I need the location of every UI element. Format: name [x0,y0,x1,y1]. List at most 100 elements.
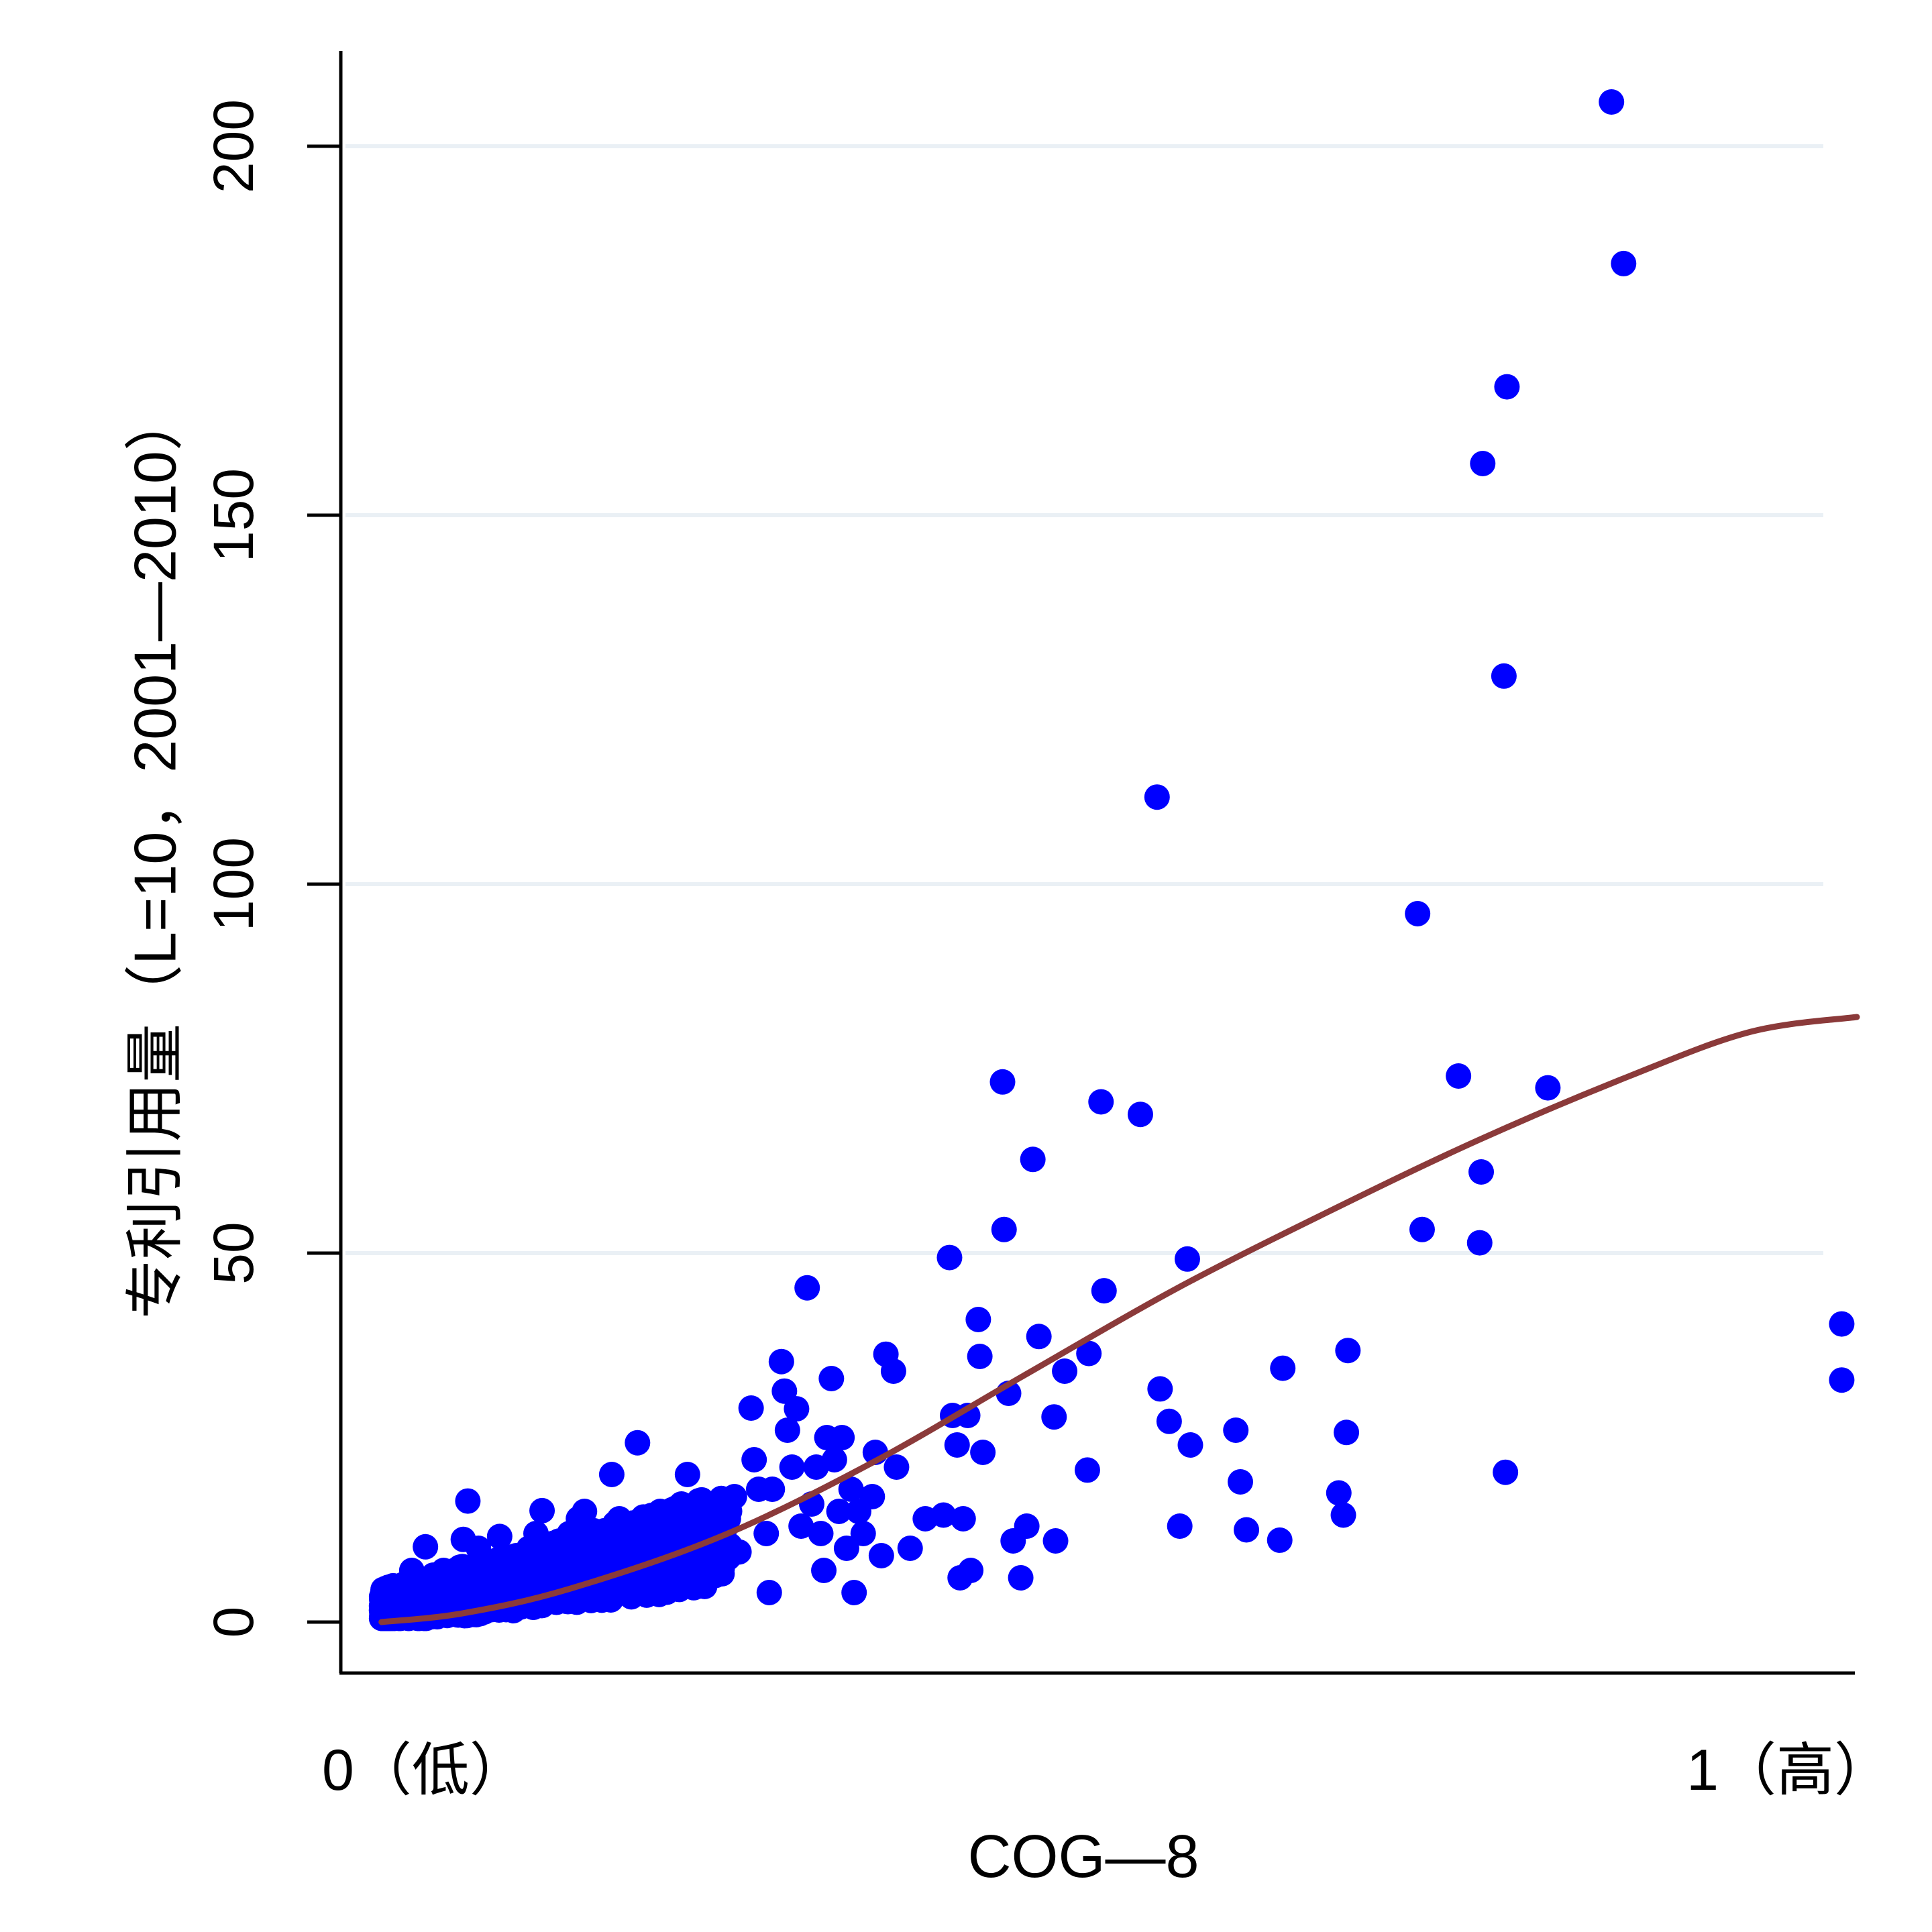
data-point [647,1499,674,1524]
data-point [1334,1419,1360,1446]
data-point [883,1454,910,1480]
data-point [833,1536,859,1561]
data-point [774,1417,800,1443]
data-point [1156,1408,1182,1434]
data-point [1494,374,1520,400]
data-point [944,1432,970,1458]
data-point [1008,1565,1034,1591]
data-point [859,1484,885,1509]
y-tick-label: 50 [202,1222,265,1284]
data-point [838,1477,864,1502]
y-tick-label: 100 [202,837,265,931]
data-point [759,1477,786,1502]
data-point [936,1244,963,1271]
y-tick-label: 150 [202,468,265,562]
data-point [1267,1527,1293,1553]
data-point [1491,663,1517,689]
data-point [950,1506,976,1532]
data-point [738,1395,764,1421]
data-point [958,1558,984,1583]
x-axis-title: COG—8 [967,1823,1199,1890]
data-point [1270,1355,1296,1381]
data-point [784,1396,810,1422]
data-point [1611,250,1637,276]
data-point [511,1572,537,1598]
data-point [598,1462,625,1487]
data-point [1535,1075,1561,1101]
data-point [756,1580,782,1605]
data-point [486,1523,513,1550]
data-point [398,1558,425,1583]
data-point [821,1447,847,1472]
data-point [572,1499,598,1524]
data-point [741,1447,767,1472]
data-point [753,1521,780,1546]
data-point [1829,1311,1855,1337]
data-point [808,1521,834,1546]
y-axis-title: 专利引用量（L=10，2001—2010） [121,392,188,1319]
data-point [529,1497,555,1523]
data-point [455,1488,481,1514]
data-point [1177,1432,1203,1458]
scatter-points [368,89,1855,1631]
data-point [811,1558,837,1583]
data-point [674,1462,700,1487]
data-point [1335,1338,1361,1364]
data-point [1144,784,1170,810]
data-point [1088,1089,1114,1115]
data-point [826,1499,852,1524]
data-point [850,1521,876,1546]
axes [339,51,1855,1675]
data-point [1330,1502,1356,1528]
data-point [1091,1278,1117,1304]
data-point [431,1558,457,1583]
data-point [1076,1340,1102,1366]
data-point [1468,1159,1495,1185]
data-point [1147,1376,1173,1402]
data-point [474,1550,500,1576]
data-point [1326,1480,1352,1506]
data-point [965,1307,991,1332]
data-point [1493,1459,1519,1485]
data-point [538,1543,564,1568]
y-tick-label: 200 [202,99,265,193]
data-point [1466,1230,1493,1256]
data-point [794,1275,820,1301]
data-point [523,1521,549,1546]
data-point [970,1440,996,1465]
x-axis-high-label: 1（高） [1686,1738,1892,1803]
y-tick-label: 0 [202,1607,265,1638]
data-point [1127,1102,1153,1128]
data-point [1026,1324,1052,1350]
data-point [632,1528,658,1554]
data-point [1074,1457,1100,1483]
data-point [629,1572,655,1598]
gridlines [345,144,1823,1255]
data-point [726,1539,752,1565]
data-point [1020,1146,1046,1173]
data-point [1599,89,1625,115]
data-point [1041,1404,1067,1430]
data-point [1409,1216,1435,1242]
data-point [1014,1513,1040,1539]
data-point [1167,1513,1193,1539]
fitted-curve [378,1014,1860,1625]
data-point [868,1543,894,1568]
data-point [1227,1469,1253,1495]
data-point [390,1587,416,1613]
data-point [967,1344,993,1369]
data-point [1052,1358,1078,1384]
data-point [897,1536,923,1561]
data-point [1042,1528,1069,1554]
data-point [829,1425,855,1450]
data-point [841,1580,867,1605]
data-point [704,1544,731,1570]
data-point [1405,901,1431,926]
y-ticks: 0 50 100 150 200 [202,99,341,1638]
data-point [1223,1417,1249,1443]
data-point [1234,1517,1260,1543]
data-point [682,1495,708,1521]
data-point [503,1543,529,1568]
data-point [1446,1063,1472,1089]
